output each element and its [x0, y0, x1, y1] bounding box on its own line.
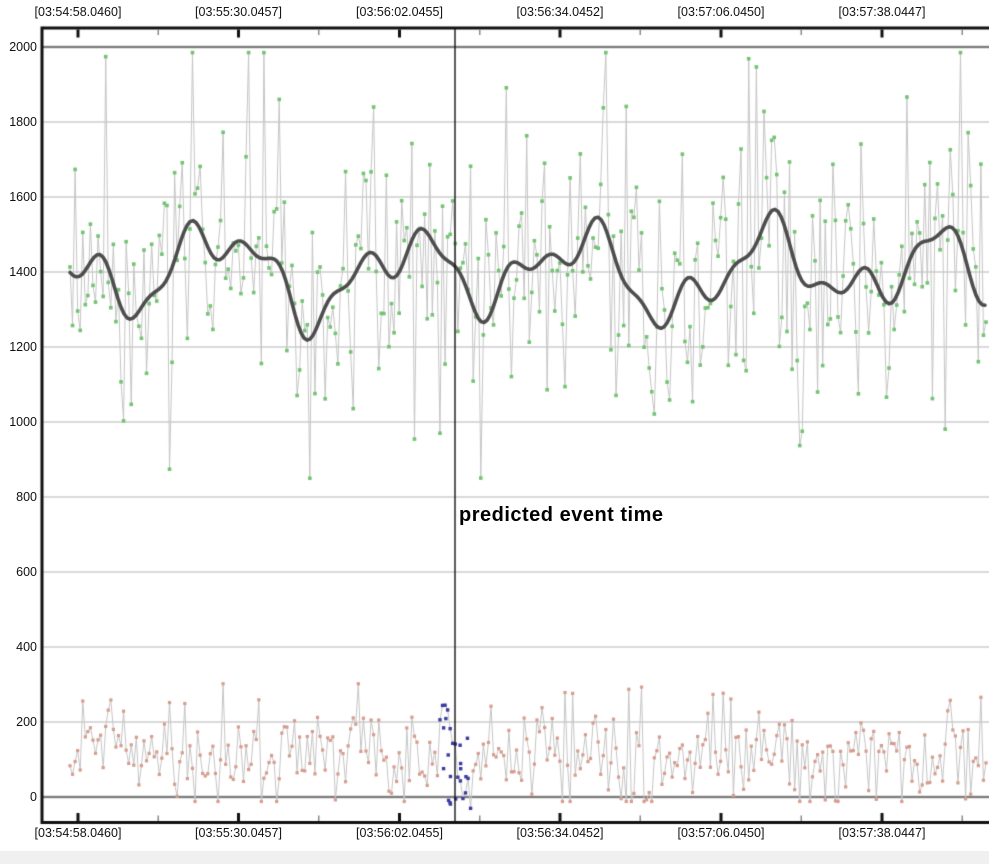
- y-tick-label: 1000: [9, 415, 37, 429]
- x-tick-label: [03:55:30.0457]: [195, 5, 282, 19]
- x-tick-label: [03:55:30.0457]: [195, 826, 282, 840]
- y-tick-label: 800: [16, 490, 37, 504]
- y-tick-label: 2000: [9, 40, 37, 54]
- x-tick-label: [03:57:38.0447]: [838, 5, 926, 19]
- x-tick-label: [03:56:34.0452]: [516, 826, 604, 840]
- x-tick-label: [03:57:06.0450]: [677, 5, 765, 19]
- x-tick-label: [03:56:02.0455]: [356, 5, 443, 19]
- y-tick-label: 1600: [9, 190, 37, 204]
- x-tick-label: [03:57:38.0447]: [838, 826, 926, 840]
- x-tick-label: [03:54:58.0460]: [34, 826, 122, 840]
- x-tick-label: [03:54:58.0460]: [34, 5, 122, 19]
- y-tick-label: 0: [30, 790, 37, 804]
- x-tick-label: [03:56:02.0455]: [356, 826, 443, 840]
- predicted-event-time-label: predicted event time: [459, 504, 664, 526]
- y-tick-label: 1200: [9, 340, 37, 354]
- y-tick-label: 1800: [9, 115, 37, 129]
- x-tick-label: [03:56:34.0452]: [516, 5, 604, 19]
- y-tick-label: 600: [16, 565, 37, 579]
- x-tick-label: [03:57:06.0450]: [677, 826, 765, 840]
- y-tick-label: 1400: [9, 265, 37, 279]
- y-tick-label: 200: [16, 715, 37, 729]
- y-tick-label: 400: [16, 640, 37, 654]
- bottom-margin-strip: [0, 851, 989, 864]
